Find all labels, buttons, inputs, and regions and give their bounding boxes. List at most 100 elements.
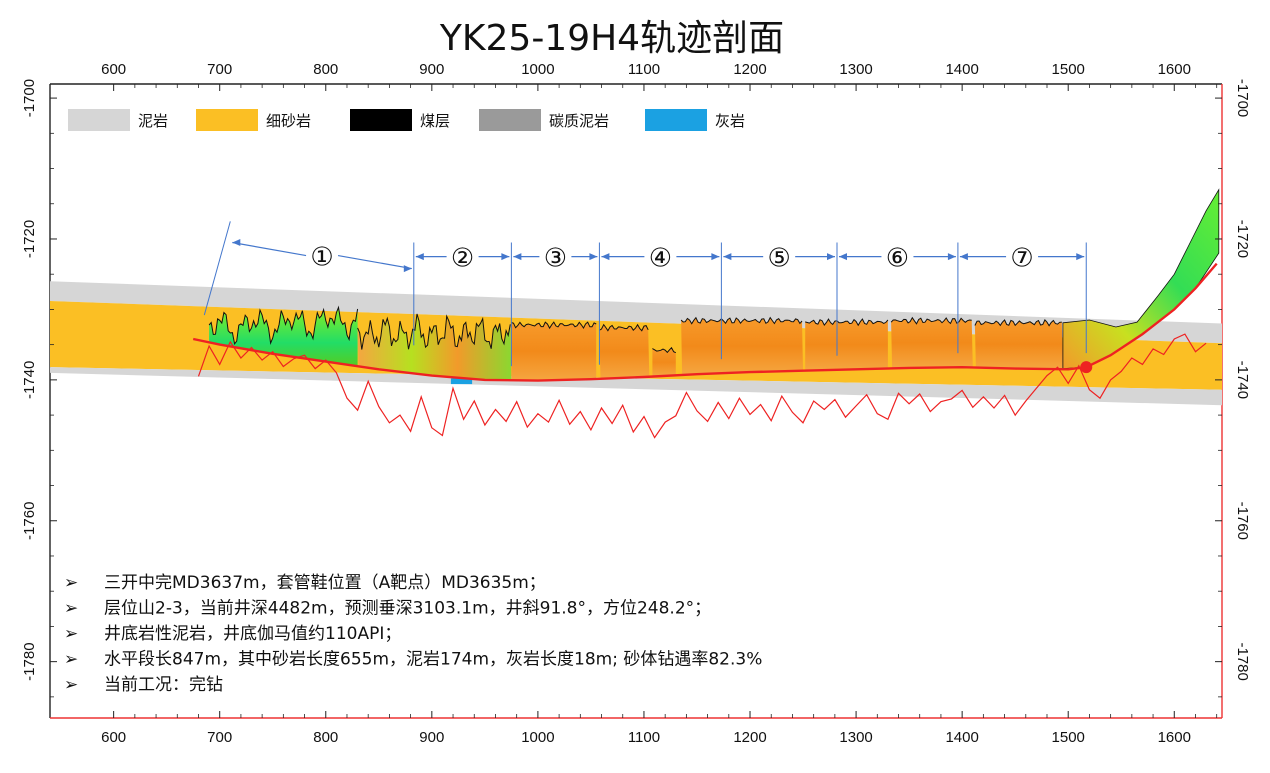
x-tick-label-bottom: 600 <box>101 729 126 746</box>
log-block-7-outline <box>974 319 1062 327</box>
segment-arrow-left <box>232 241 307 257</box>
legend-label: 碳质泥岩 <box>549 112 609 130</box>
log-block-2-outline <box>599 323 649 332</box>
segment-label: ⑦ <box>1010 244 1033 274</box>
x-tick-label-top: 900 <box>419 61 444 78</box>
legend-label: 泥岩 <box>138 112 168 130</box>
note-line: 层位山2-3，当前井深4482m，预测垂深3103.1m，井斜91.8°，方位2… <box>104 599 711 619</box>
log-block-3-outline <box>652 346 677 354</box>
x-tick-label-top: 600 <box>101 61 126 78</box>
y-tick-label-right: -1780 <box>1234 642 1251 680</box>
plot-frame <box>49 83 1223 719</box>
note-line: 三开中完MD3637m，套管鞋位置（A靶点）MD3635m； <box>104 573 546 593</box>
y-tick-label-left: -1740 <box>21 361 38 399</box>
x-tick-label-bottom: 1100 <box>628 729 660 746</box>
log-block-4 <box>681 317 803 375</box>
log-section-1 <box>209 307 358 367</box>
plot-background <box>50 84 1222 718</box>
y-tick-label-right: -1720 <box>1234 220 1251 258</box>
y-tick-label-left: -1780 <box>21 642 38 680</box>
segment-arrow-right <box>337 254 412 270</box>
log-section-2 <box>357 313 512 381</box>
x-tick-label-bottom: 700 <box>207 729 232 746</box>
x-tick-label-bottom: 900 <box>419 729 444 746</box>
notes-panel: ➢ 三开中完MD3637m，套管鞋位置（A靶点）MD3635m； ➢ 层位山2-3，当… <box>64 573 762 695</box>
log-block-5-outline <box>805 318 889 327</box>
note-bullet: ➢ <box>64 650 78 670</box>
log-block-7 <box>974 319 1063 370</box>
y-tick-label-left: -1720 <box>21 220 38 258</box>
note-bullet: ➢ <box>64 624 78 644</box>
segment-label: ② <box>451 244 474 274</box>
segment-arrowhead <box>947 253 956 261</box>
legend-swatch <box>479 109 541 131</box>
x-tick-label-top: 1200 <box>733 61 766 78</box>
segment-arrowhead <box>838 253 847 261</box>
legend: 泥岩 细砂岩 煤层 碳质泥岩 灰岩 <box>68 109 745 131</box>
segment-arrowhead <box>513 253 522 261</box>
legend-label: 煤层 <box>420 112 450 130</box>
legend-label: 灰岩 <box>715 112 745 130</box>
segment-arrowhead <box>601 253 610 261</box>
segment-label: ⑥ <box>886 244 909 274</box>
legend-swatch <box>350 109 412 131</box>
log-block-1-outline <box>511 321 597 330</box>
mudstone-floor-band <box>50 367 1222 406</box>
x-tick-label-top: 1000 <box>521 61 554 78</box>
segment-label: ⑤ <box>768 244 791 274</box>
x-tick-label-bottom: 1200 <box>733 729 766 746</box>
x-tick-label-bottom: 1600 <box>1158 729 1191 746</box>
segment-label: ① <box>310 243 333 273</box>
segment-annotations: ① ② ③ ④ ⑤ ⑥ ⑦ <box>203 221 1087 367</box>
segment-arrowhead <box>589 253 598 261</box>
chart-title: YK25-19H4轨迹剖面 <box>439 18 784 59</box>
segment-arrowhead <box>403 265 412 273</box>
x-tick-label-bottom: 1500 <box>1052 729 1085 746</box>
segment-arrowhead <box>711 253 720 261</box>
segment-arrowhead <box>1076 253 1085 261</box>
x-tick-label-bottom: 1300 <box>839 729 872 746</box>
segment-arrowhead <box>232 239 241 246</box>
note-line: 当前工况：完钻 <box>104 675 223 695</box>
y-tick-label-left: -1700 <box>21 79 38 117</box>
log-block-2 <box>599 324 650 379</box>
x-tick-label-top: 1400 <box>945 61 978 78</box>
well-trajectory-line <box>192 262 1218 382</box>
axes: 600 600 700 700 800 800 900 900 1000 1000 1100 1100… <box>21 61 1251 746</box>
legend-swatch <box>196 109 258 131</box>
log-block-6 <box>891 317 973 369</box>
target-point-marker <box>1080 361 1093 374</box>
legend-swatch <box>645 109 707 131</box>
y-tick-label-right: -1740 <box>1234 361 1251 399</box>
segment-arrowhead <box>501 253 510 261</box>
log-block-4-outline <box>680 316 803 325</box>
x-tick-label-bottom: 1400 <box>945 729 978 746</box>
gamma-curve <box>197 333 1207 439</box>
x-tick-label-bottom: 1000 <box>521 729 554 746</box>
log-section-1-outline <box>208 305 359 345</box>
limestone-patch <box>450 378 473 385</box>
y-tick-label-right: -1700 <box>1234 79 1251 117</box>
legend-label: 细砂岩 <box>266 112 311 130</box>
segment-label: ③ <box>544 244 567 274</box>
legend-swatch <box>68 109 130 131</box>
segment-label: ④ <box>649 244 672 274</box>
x-tick-label-bottom: 800 <box>313 729 338 746</box>
note-bullet: ➢ <box>64 675 78 695</box>
log-section-2-outline <box>357 313 511 350</box>
x-tick-label-top: 700 <box>207 61 232 78</box>
note-bullet: ➢ <box>64 599 78 619</box>
y-tick-label-right: -1760 <box>1234 502 1251 540</box>
segment-arrowhead <box>826 253 835 261</box>
segment-arrowhead <box>415 253 424 261</box>
x-tick-label-top: 1300 <box>839 61 872 78</box>
x-tick-label-top: 1600 <box>1158 61 1191 78</box>
log-block-5 <box>805 319 888 371</box>
segment-boundary <box>203 221 231 316</box>
log-block-1 <box>511 322 597 381</box>
x-tick-label-top: 800 <box>313 61 338 78</box>
note-line: 水平段长847m，其中砂岩长度655m，泥岩174m，灰岩长度18m; 砂体钻遇… <box>104 650 762 670</box>
segment-arrowhead <box>723 253 732 261</box>
y-tick-label-left: -1760 <box>21 502 38 540</box>
